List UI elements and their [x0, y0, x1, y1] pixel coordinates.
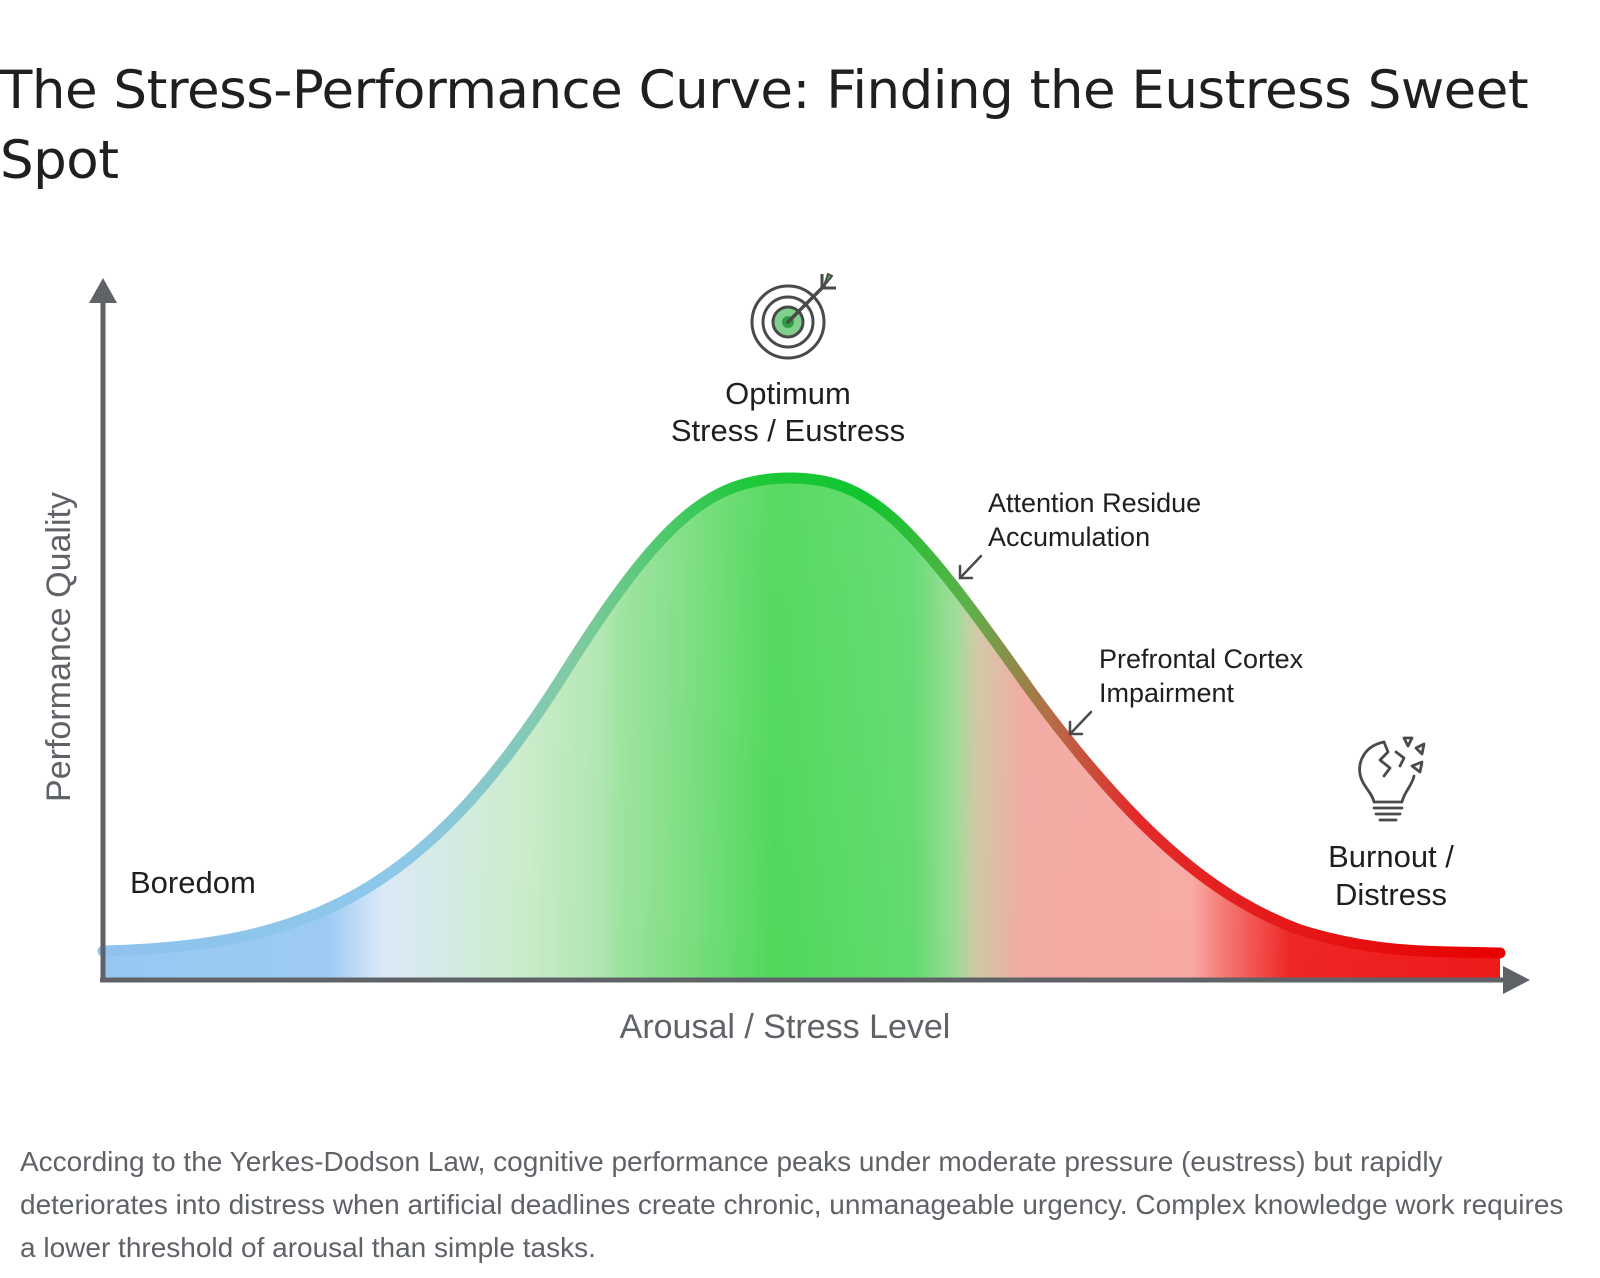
- y-axis-arrow-icon: [89, 278, 117, 303]
- prefrontal-pointer-arrow-icon: [1068, 710, 1093, 736]
- page-title: The Stress-Performance Curve: Finding th…: [0, 60, 1529, 191]
- burnout-label-line1: Burnout /: [1328, 839, 1454, 874]
- x-axis: [100, 966, 1530, 994]
- performance-curve: [97, 472, 1506, 959]
- curve-area-highlight: [103, 478, 1500, 980]
- optimum-label-line1: Optimum: [725, 376, 851, 411]
- x-axis-label: Arousal / Stress Level: [620, 1008, 951, 1046]
- y-axis-label: Performance Quality: [40, 492, 78, 802]
- prefrontal-impairment-label-line1: Prefrontal Cortex: [1099, 644, 1304, 674]
- y-axis: [89, 278, 117, 982]
- broken-lightbulb-icon: [1358, 736, 1426, 822]
- attention-residue-label-line2: Accumulation: [988, 522, 1150, 552]
- x-axis-arrow-icon: [1503, 966, 1530, 994]
- figure-caption: According to the Yerkes-Dodson Law, cogn…: [20, 1146, 1564, 1263]
- optimum-label-line2: Stress / Eustress: [671, 413, 905, 448]
- attention-residue-label-line1: Attention Residue: [988, 488, 1201, 518]
- boredom-label: Boredom: [130, 865, 256, 900]
- attention-pointer-arrow-icon: [958, 554, 983, 580]
- stress-performance-diagram: Performance Quality Arousal / Stress Lev…: [0, 250, 1600, 1100]
- burnout-label-line2: Distress: [1335, 877, 1447, 912]
- prefrontal-impairment-label-line2: Impairment: [1099, 678, 1235, 708]
- target-icon: [750, 272, 836, 360]
